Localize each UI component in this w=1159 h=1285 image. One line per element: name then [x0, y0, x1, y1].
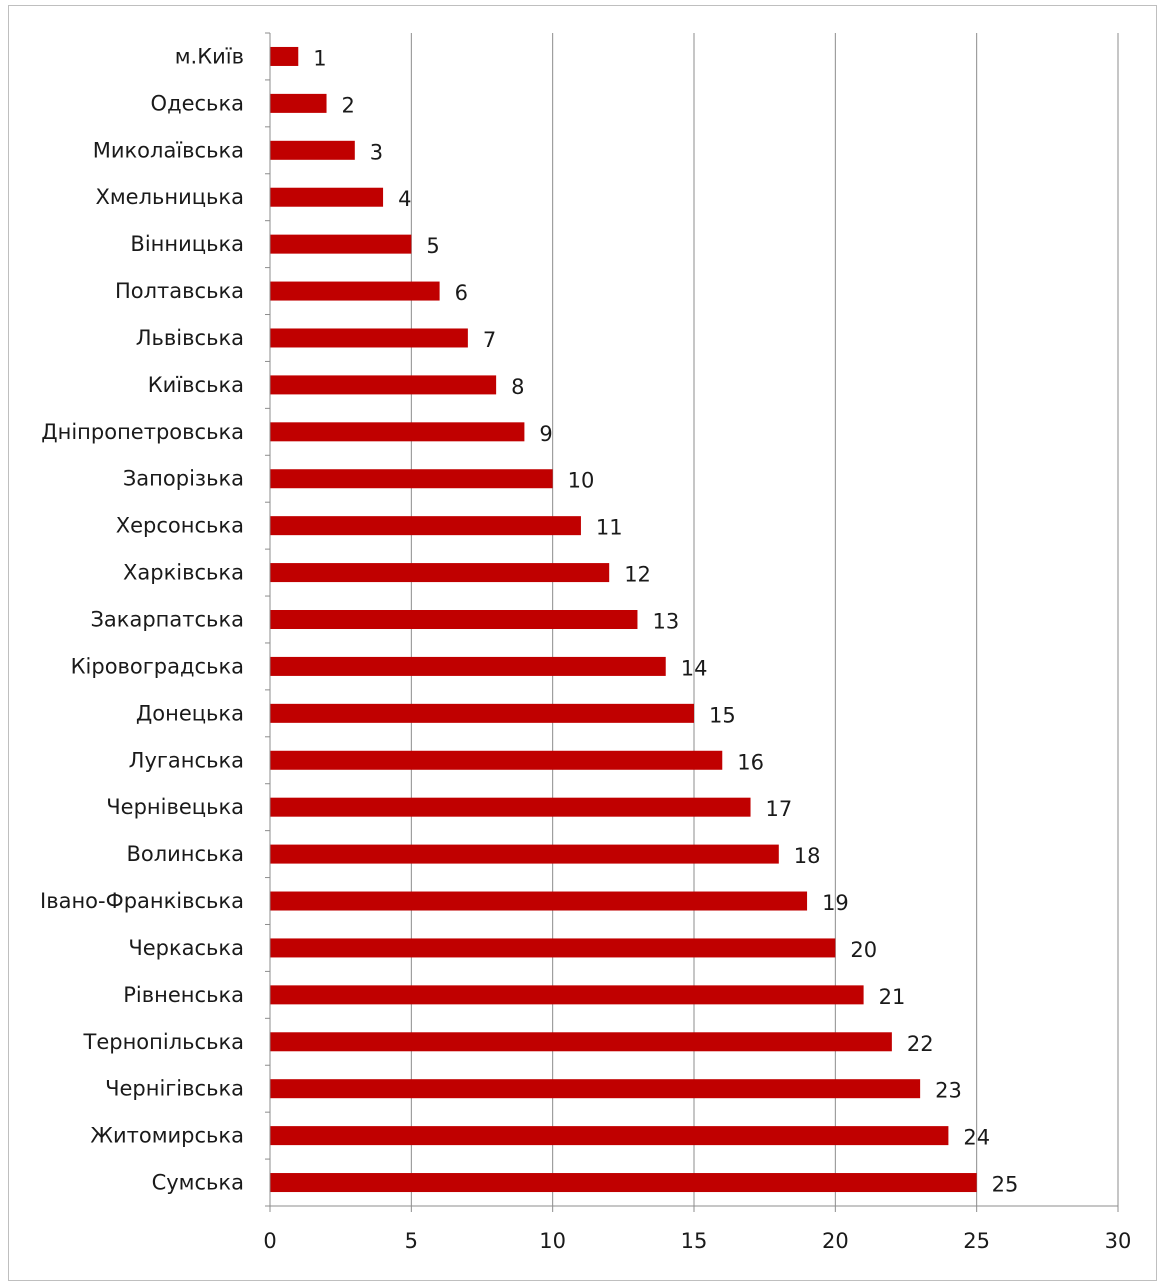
- bar: [270, 985, 864, 1005]
- category-label: Рівненська: [123, 983, 244, 1007]
- x-tick-label: 15: [681, 1229, 708, 1253]
- bar: [270, 656, 666, 676]
- category-label: Волинська: [126, 842, 244, 866]
- data-label: 2: [342, 93, 355, 117]
- category-label: Чернігівська: [105, 1077, 244, 1101]
- data-label: 18: [794, 844, 821, 868]
- data-label: 20: [850, 938, 877, 962]
- labels: 0 5 10 15 20 25 30 м.Київ 1 Одеська 2 Миколаївська 3…: [40, 44, 1131, 1253]
- category-label: Харківська: [123, 561, 244, 585]
- bar: [270, 1126, 949, 1146]
- category-label: Тернопільська: [83, 1030, 245, 1054]
- bar: [270, 1032, 892, 1052]
- data-label: 8: [511, 375, 524, 399]
- data-label: 22: [907, 1032, 934, 1056]
- data-label: 19: [822, 891, 849, 915]
- bar: [270, 375, 497, 395]
- category-label: м.Київ: [175, 44, 244, 68]
- bar: [270, 516, 581, 536]
- category-label: Одеська: [151, 91, 244, 115]
- data-label: 10: [568, 469, 595, 493]
- bar: [270, 563, 610, 583]
- data-label: 17: [766, 797, 793, 821]
- category-label: Сумська: [152, 1171, 244, 1195]
- category-label: Луганська: [129, 748, 244, 772]
- bar: [270, 234, 412, 254]
- bar: [270, 844, 779, 864]
- bar: [270, 797, 751, 817]
- data-label: 3: [370, 140, 383, 164]
- gridlines: [410, 33, 1119, 1206]
- bar: [270, 750, 723, 770]
- category-label: Івано-Франківська: [40, 889, 244, 913]
- bar: [270, 328, 468, 348]
- category-label: Київська: [148, 373, 244, 397]
- data-label: 16: [737, 750, 764, 774]
- category-label: Дніпропетровська: [41, 420, 244, 444]
- data-label: 9: [539, 422, 552, 446]
- data-label: 1: [313, 46, 326, 70]
- category-label: Закарпатська: [90, 608, 244, 632]
- data-label: 7: [483, 328, 496, 352]
- data-label: 11: [596, 516, 623, 540]
- data-label: 15: [709, 703, 736, 727]
- data-label: 12: [624, 563, 651, 587]
- data-label: 23: [935, 1079, 962, 1103]
- x-tick-label: 10: [539, 1229, 566, 1253]
- data-label: 13: [652, 610, 679, 634]
- x-tick-label: 25: [963, 1229, 990, 1253]
- bar: [270, 703, 694, 723]
- bar: [270, 1173, 977, 1193]
- bar: [270, 187, 384, 207]
- data-label: 14: [681, 656, 708, 680]
- axes: [265, 32, 1119, 1212]
- category-label: Черкаська: [128, 936, 244, 960]
- bar: [270, 891, 808, 911]
- category-label: Кіровоградська: [71, 654, 244, 678]
- bars: [270, 46, 977, 1193]
- bar: [270, 422, 525, 442]
- bar: [270, 1079, 921, 1099]
- bar: [270, 610, 638, 629]
- bar: [270, 93, 327, 113]
- bar: [270, 938, 836, 958]
- data-label: 21: [879, 985, 906, 1009]
- x-tick-label: 5: [405, 1229, 418, 1253]
- chart-frame: [8, 5, 1157, 1281]
- bar: [270, 281, 440, 301]
- category-label: Чернівецька: [106, 795, 244, 819]
- bar: [270, 140, 355, 160]
- data-label: 5: [426, 234, 439, 258]
- data-label: 24: [963, 1126, 990, 1150]
- data-label: 25: [992, 1173, 1019, 1197]
- bar: [270, 46, 299, 66]
- x-tick-label: 0: [263, 1229, 276, 1253]
- bar: [270, 469, 553, 489]
- data-label: 6: [455, 281, 468, 305]
- category-label: Львівська: [136, 326, 244, 350]
- category-label: Донецька: [136, 701, 244, 725]
- category-label: Полтавська: [115, 279, 244, 303]
- data-label: 4: [398, 187, 411, 211]
- category-label: Херсонська: [116, 514, 244, 538]
- x-tick-label: 20: [822, 1229, 849, 1253]
- x-tick-label: 30: [1105, 1229, 1132, 1253]
- category-label: Вінницька: [130, 232, 244, 256]
- category-label: Житомирська: [90, 1124, 244, 1148]
- category-label: Миколаївська: [93, 138, 244, 162]
- category-label: Запорізька: [123, 467, 244, 491]
- category-label: Хмельницька: [95, 185, 244, 209]
